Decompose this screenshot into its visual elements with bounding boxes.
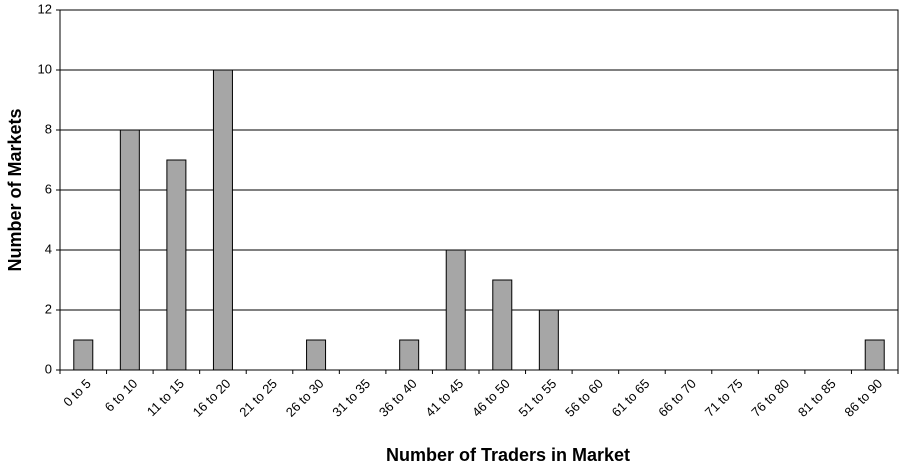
bar <box>73 339 94 371</box>
x-tick-label: 61 to 65 <box>609 376 653 420</box>
y-tick-label: 6 <box>45 181 52 196</box>
x-tick-label: 11 to 15 <box>144 376 187 419</box>
x-tick-label: 26 to 30 <box>283 376 327 420</box>
x-tick-label: 86 to 90 <box>841 376 885 420</box>
bar <box>445 249 466 371</box>
y-tick-label: 4 <box>45 241 52 256</box>
y-tick-label: 10 <box>38 61 52 76</box>
x-axis-label: Number of Traders in Market <box>386 445 630 465</box>
bar <box>864 339 885 371</box>
x-tick-label: 51 to 55 <box>516 376 560 420</box>
x-tick-label: 81 to 85 <box>795 376 839 420</box>
y-tick-label: 8 <box>45 121 52 136</box>
bar <box>212 69 233 371</box>
x-tick-label: 71 to 75 <box>702 376 746 420</box>
bar <box>306 339 327 371</box>
x-tick-label: 21 to 25 <box>236 376 280 420</box>
y-tick-label: 2 <box>45 301 52 316</box>
x-tick-label: 6 to 10 <box>102 376 141 415</box>
y-tick-label: 12 <box>38 1 52 16</box>
bar <box>492 279 513 371</box>
x-tick-label: 16 to 20 <box>190 376 234 420</box>
x-tick-label: 41 to 45 <box>422 376 466 420</box>
bar <box>399 339 420 371</box>
x-tick-label: 56 to 60 <box>562 376 606 420</box>
y-tick-label: 0 <box>45 361 52 376</box>
x-tick-label: 66 to 70 <box>655 376 699 420</box>
bar <box>119 129 140 371</box>
bar <box>538 309 559 371</box>
x-tick-label: 36 to 40 <box>376 376 420 420</box>
x-tick-label: 31 to 35 <box>329 376 373 420</box>
x-tick-label: 46 to 50 <box>469 376 513 420</box>
bar <box>166 159 187 371</box>
x-tick-label: 76 to 80 <box>748 376 792 420</box>
y-axis-label: Number of Markets <box>5 108 25 271</box>
x-tick-label: 0 to 5 <box>60 376 94 410</box>
